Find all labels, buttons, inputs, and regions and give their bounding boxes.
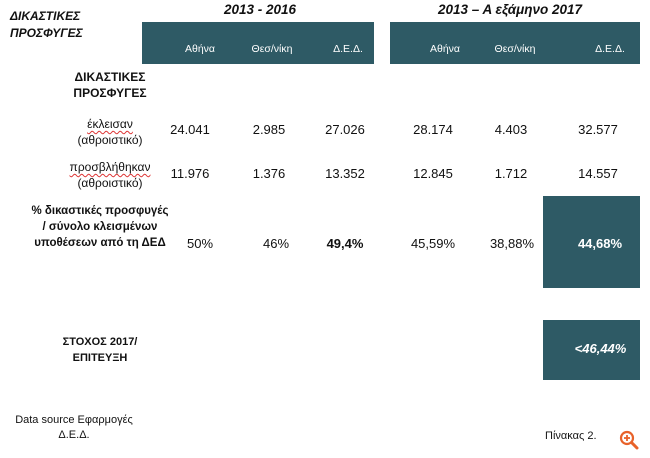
row-label-main: προσβλήθηκαν <box>69 160 151 174</box>
cell-r1-c6: 32.577 <box>578 122 618 137</box>
row-label-closed: έκλεισαν (αθροιστικό) <box>50 116 170 148</box>
cell-r3-c4: 45,59% <box>410 236 456 251</box>
header-bar-1 <box>142 22 374 64</box>
cell-r3-c2: 46% <box>262 236 290 251</box>
header-bar-2 <box>390 22 640 64</box>
cell-r2-c4: 12.845 <box>413 166 453 181</box>
cell-r1-c2: 2.985 <box>252 122 286 137</box>
row-label-sub: (αθροιστικό) <box>77 133 143 147</box>
row-label-sub: (αθροιστικό) <box>77 176 143 190</box>
cell-r1-c1: 24.041 <box>170 122 210 137</box>
cell-target-value: <46,44% <box>574 341 627 356</box>
row-label-percent: % δικαστικές προσφυγές / σύνολο κλεισμέν… <box>31 205 169 249</box>
cell-r3-c5: 38,88% <box>489 236 535 251</box>
col-header-ded-1: Δ.Ε.Δ. <box>333 43 363 55</box>
row-label-target: ΣΤΟΧΟΣ 2017/ ΕΠΙΤΕΥΞΗ <box>62 336 138 364</box>
footer-source: Data source Εφαρμογές Δ.Ε.Δ. <box>15 414 133 441</box>
cell-r2-c1: 11.976 <box>170 166 210 181</box>
row-label-main: έκλεισαν <box>87 117 133 131</box>
col-header-thess-1: Θεσ/νίκη <box>251 43 293 55</box>
section-label: ΔΙΚΑΣΤΙΚΕΣ ΠΡΟΣΦΥΓΕΣ <box>73 70 147 100</box>
highlight-target <box>543 320 640 380</box>
table-title: ΔΙΚΑΣΤΙΚΕΣ ΠΡΟΣΦΥΓΕΣ <box>10 9 83 40</box>
period-heading-2: 2013 – Α εξάμηνο 2017 <box>437 2 583 17</box>
cell-r2-c2: 1.376 <box>252 166 286 181</box>
cell-r1-c4: 28.174 <box>413 122 453 137</box>
col-header-athens-1: Αθήνα <box>184 43 215 55</box>
col-header-thess-2: Θεσ/νίκη <box>494 43 536 55</box>
cell-r2-c6: 14.557 <box>578 166 618 181</box>
col-header-athens-2: Αθήνα <box>429 43 460 55</box>
cell-r3-c6: 44,68% <box>577 236 623 251</box>
col-header-ded-2: Δ.Ε.Δ. <box>595 43 625 55</box>
row-label-appealed: προσβλήθηκαν (αθροιστικό) <box>40 159 180 191</box>
cell-r2-c5: 1.712 <box>494 166 528 181</box>
cell-r2-c3: 13.352 <box>325 166 365 181</box>
highlight-percent-ded <box>543 196 640 288</box>
cell-r3-c1: 50% <box>186 236 214 251</box>
zoom-in-icon[interactable] <box>619 430 639 450</box>
period-heading-1: 2013 - 2016 <box>223 2 297 17</box>
cell-r1-c3: 27.026 <box>325 122 365 137</box>
footer-table-number: Πίνακας 2. <box>545 430 597 442</box>
cell-r3-c3: 49,4% <box>326 236 364 251</box>
cell-r1-c5: 4.403 <box>494 122 528 137</box>
